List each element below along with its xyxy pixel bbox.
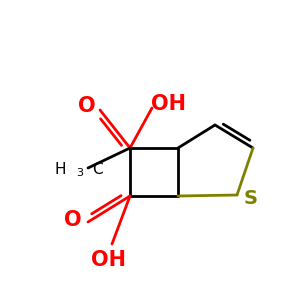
Text: S: S: [244, 190, 258, 208]
Text: H: H: [55, 163, 66, 178]
Text: O: O: [78, 96, 96, 116]
Text: OH: OH: [151, 94, 185, 114]
Text: OH: OH: [91, 250, 125, 270]
Text: C: C: [92, 163, 103, 178]
Text: 3: 3: [76, 168, 83, 178]
Text: O: O: [64, 210, 82, 230]
